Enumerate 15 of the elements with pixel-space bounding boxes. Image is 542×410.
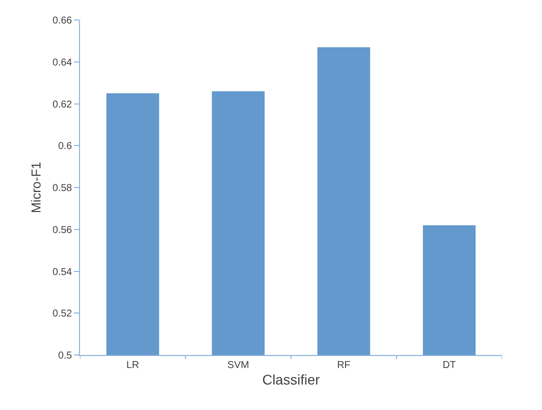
x-tick-label: RF	[337, 360, 350, 371]
x-tick-label: DT	[442, 360, 456, 371]
y-tick-label: 0.66	[52, 16, 72, 26]
y-tick-label: 0.58	[52, 183, 72, 194]
y-tick-label: 0.56	[52, 224, 72, 236]
y-axis-title: Micro-F1	[28, 162, 44, 214]
y-tick-label: 0.54	[52, 266, 72, 278]
y-tick-label: 0.6	[58, 141, 72, 152]
y-tick-label: 0.64	[52, 57, 72, 68]
x-tick-label: LR	[126, 360, 140, 371]
y-tick-label: 0.52	[52, 308, 72, 320]
x-tick-label: SVM	[227, 360, 250, 371]
x-axis-title: Classifier	[262, 371, 320, 388]
y-tick-label: 0.5	[58, 350, 72, 362]
y-tick-label: 0.62	[52, 99, 72, 110]
